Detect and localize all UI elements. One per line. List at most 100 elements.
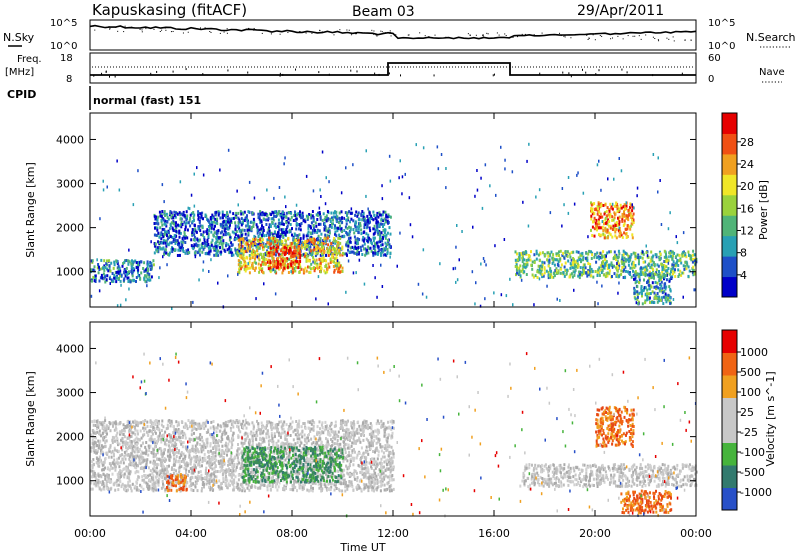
data-cell [310,216,313,220]
data-cell [454,266,457,270]
data-cell [319,253,322,257]
data-cell [674,268,676,272]
data-cell [316,457,319,461]
data-cell [186,214,189,218]
data-cell [332,215,335,219]
data-cell [146,260,149,264]
data-cell [556,271,559,275]
data-cell [644,299,647,303]
data-cell [606,228,609,232]
data-cell [237,263,240,267]
data-cell [266,260,269,264]
data-cell [599,268,602,272]
data-cell [267,217,270,220]
data-cell [339,253,342,257]
nave-dot [681,72,683,75]
data-cell [219,216,222,220]
data-cell [233,463,236,466]
data-cell [252,249,255,253]
data-cell [240,441,243,445]
data-cell [315,248,318,252]
data-cell [541,265,543,269]
data-cell [366,239,369,243]
noise-dot [261,32,263,34]
data-cell [243,267,246,271]
data-cell [573,270,576,274]
data-cell [307,215,310,219]
data-cell [159,247,162,251]
data-cell [333,237,336,240]
data-cell [380,470,383,473]
data-cell [104,435,107,438]
data-cell [543,271,546,275]
data-cell [608,212,611,216]
data-cell [93,470,96,474]
data-cell [266,231,269,235]
data-cell [217,459,220,463]
data-cell [632,251,635,255]
data-cell [663,268,666,272]
data-cell [168,234,171,238]
data-cell [194,483,197,487]
data-cell [655,296,658,300]
data-cell [312,216,315,219]
data-cell [320,248,323,252]
data-cell [664,265,667,269]
data-cell [399,159,401,163]
data-cell [609,226,612,230]
data-cell [362,239,365,243]
data-cell [173,210,176,214]
data-cell [281,220,284,224]
data-cell [293,245,296,249]
noise-dot [153,28,155,30]
data-cell [202,260,205,264]
data-cell [195,447,198,451]
data-cell [388,245,391,249]
data-cell [210,241,213,245]
data-cell [652,267,654,271]
data-cell [591,234,594,237]
data-cell [615,204,618,208]
data-cell [375,251,378,255]
data-cell [615,236,618,240]
y-tick-label: 1000 [56,266,84,279]
data-cell [618,252,621,256]
data-cell [327,482,330,486]
data-cell [551,275,554,279]
data-cell [309,224,312,228]
data-cell [328,229,331,233]
data-cell [591,208,594,212]
data-cell [254,251,257,255]
data-cell [273,246,276,250]
data-cell [687,265,690,269]
data-cell [366,449,369,453]
data-cell [171,247,174,251]
data-cell [255,261,257,265]
data-cell [93,471,96,475]
data-cell [324,202,327,206]
data-cell [288,249,290,253]
data-cell [632,212,635,216]
data-cell [379,213,381,217]
noise-dot [475,34,477,36]
data-cell [667,293,670,297]
data-cell [638,291,641,295]
data-cell [249,249,251,253]
data-cell [259,220,262,224]
data-cell [247,221,250,225]
data-cell [217,213,220,217]
data-cell [376,211,379,215]
data-cell [650,276,653,280]
data-cell [516,258,519,262]
data-cell [629,266,632,270]
nave-dot [227,69,229,72]
data-cell [343,234,346,238]
data-cell [123,440,126,444]
data-cell [348,431,351,435]
data-cell [148,272,151,276]
data-cell [157,231,160,235]
nave-dot [652,74,654,77]
data-cell [330,225,333,229]
data-cell [372,239,375,243]
data-cell [217,249,220,253]
